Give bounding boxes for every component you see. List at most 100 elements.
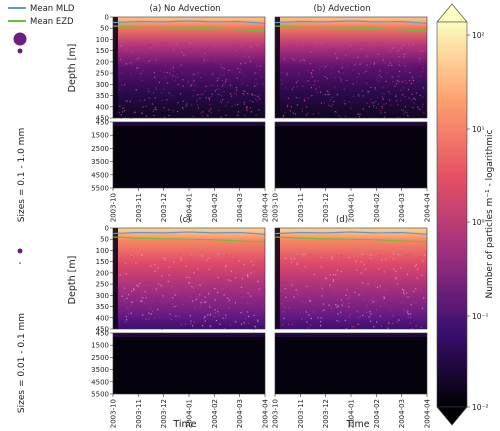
speckle-dot <box>234 320 236 322</box>
speckle-dot <box>223 68 225 70</box>
speckle-dot <box>399 61 401 63</box>
deep-band-d <box>275 333 427 337</box>
speckle-dot <box>234 50 237 52</box>
speckle-dot <box>247 54 249 56</box>
speckle-dot <box>350 282 352 284</box>
speckle-dot <box>147 60 149 62</box>
speckle-dot <box>370 254 372 256</box>
speckle-dot <box>201 325 204 327</box>
speckle-dot <box>392 81 394 83</box>
speckle-dot <box>368 316 370 318</box>
speckle-dot <box>121 84 123 86</box>
speckle-dot <box>147 292 149 294</box>
speckle-dot <box>335 304 337 306</box>
xtick-label: 2003-12 <box>160 399 168 428</box>
speckle-dot <box>166 82 169 84</box>
speckle-dot <box>338 114 340 117</box>
speckle-dot <box>383 289 385 291</box>
ytick-label-upper: 450 <box>96 115 109 123</box>
speckle-dot <box>131 46 133 48</box>
speckle-dot <box>373 102 375 104</box>
speckle-dot <box>130 286 132 288</box>
speckle-dot <box>403 44 405 46</box>
speckle-dot <box>243 90 245 92</box>
speckle-dot <box>411 77 413 79</box>
speckle-dot <box>188 282 190 284</box>
speckle-dot <box>422 96 424 98</box>
speckle-dot <box>197 268 199 270</box>
speckle-dot <box>188 59 190 61</box>
speckle-dot <box>419 94 421 96</box>
speckle-dot <box>284 306 286 308</box>
speckle-dot <box>153 263 156 265</box>
speckle-dot <box>385 102 387 105</box>
speckle-dot <box>368 90 370 93</box>
speckle-dot <box>241 278 243 280</box>
speckle-dot <box>262 261 264 263</box>
speckle-dot <box>131 254 134 256</box>
speckle-dot <box>324 94 326 96</box>
speckle-dot <box>206 113 208 116</box>
xtick-label: 2003-12 <box>160 193 168 222</box>
speckle-dot <box>404 47 406 49</box>
speckle-dot <box>395 277 397 279</box>
speckle-dot <box>404 106 406 108</box>
speckle-dot <box>301 111 303 113</box>
ytick-label-upper: 250 <box>96 281 109 289</box>
heatmap-panels: 0501001502002503003504004504501500250035… <box>91 14 431 429</box>
speckle-dot <box>201 54 203 56</box>
speckle-dot <box>123 299 125 301</box>
speckle-dot <box>319 91 322 93</box>
speckle-dot <box>180 257 182 259</box>
speckle-dot <box>360 272 362 274</box>
speckle-dot <box>288 307 290 309</box>
speckle-dot <box>188 282 190 284</box>
speckle-dot <box>210 96 212 98</box>
speckle-dot <box>287 300 289 302</box>
speckle-dot <box>235 51 237 53</box>
speckle-dot <box>336 306 338 308</box>
speckle-dot <box>335 257 337 259</box>
speckle-dot <box>130 49 132 51</box>
speckle-dot <box>295 45 297 47</box>
speckle-dot <box>412 55 414 57</box>
speckle-dot <box>260 259 262 261</box>
speckle-dot <box>417 106 419 108</box>
speckle-dot <box>289 260 291 262</box>
speckle-dot <box>343 100 345 102</box>
speckle-dot <box>142 70 144 72</box>
speckle-dot <box>172 110 174 112</box>
speckle-dot <box>415 264 417 266</box>
speckle-dot <box>395 270 397 272</box>
speckle-dot <box>349 302 351 304</box>
speckle-dot <box>337 305 339 307</box>
speckle-dot <box>186 42 188 44</box>
speckle-dot <box>177 290 179 292</box>
speckle-dot <box>169 72 171 74</box>
speckle-dot <box>135 300 138 302</box>
speckle-dot <box>294 289 296 291</box>
deep-band-a <box>113 122 265 126</box>
speckle-dot <box>194 321 196 323</box>
speckle-dot <box>141 264 143 266</box>
speckle-dot <box>196 297 198 299</box>
speckle-dot <box>225 105 227 107</box>
speckle-dot <box>139 282 141 285</box>
size-dot-small <box>17 248 23 254</box>
speckle-dot <box>364 72 366 74</box>
ytick-label-lower: 450 <box>96 119 109 127</box>
speckle-dot <box>384 62 386 65</box>
speckle-dot <box>358 73 360 75</box>
speckle-dot <box>312 43 315 45</box>
speckle-dot <box>422 279 424 281</box>
speckle-dot <box>345 294 347 296</box>
speckle-dot <box>174 294 176 296</box>
speckle-dot <box>328 55 330 57</box>
speckle-dot <box>398 56 400 58</box>
speckle-dot <box>209 314 211 316</box>
speckle-dot <box>418 107 420 109</box>
speckle-dot <box>229 93 232 95</box>
speckle-dot <box>350 267 353 269</box>
speckle-dot <box>313 273 315 276</box>
speckle-dot <box>357 56 359 59</box>
